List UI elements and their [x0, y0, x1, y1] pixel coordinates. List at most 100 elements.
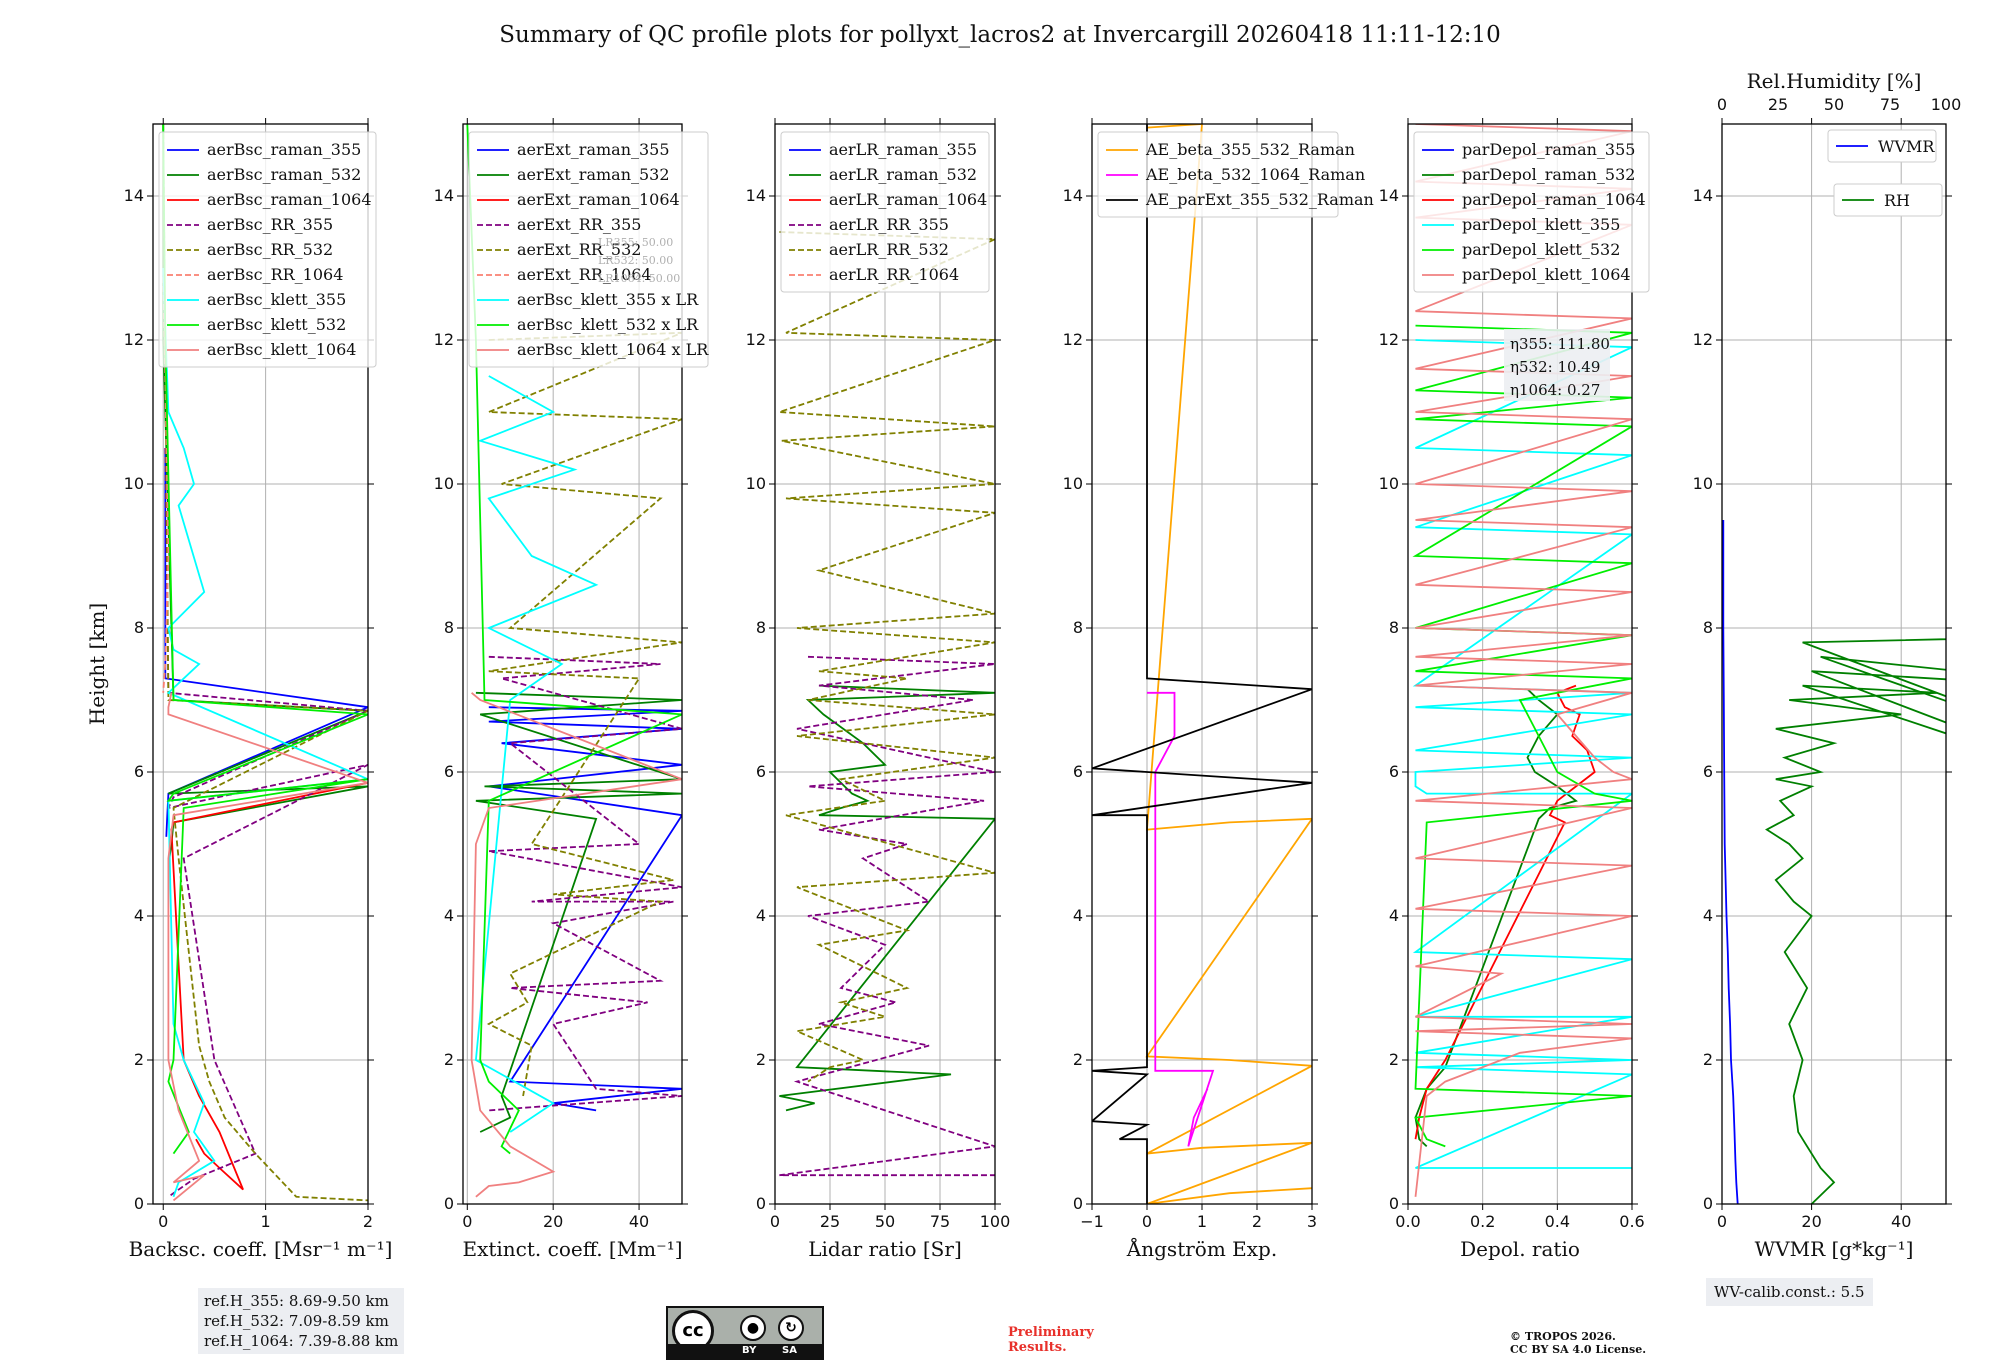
x-tick-label: 75	[930, 1212, 950, 1231]
x-tick-label: 0	[462, 1212, 472, 1231]
y-tick-label: 12	[434, 330, 454, 349]
legend-label: aerBsc_klett_532 x LR	[517, 315, 699, 334]
y-tick-label: 8	[1703, 618, 1713, 637]
series-aerLR_RR_532	[779, 231, 995, 1083]
axes-frame	[1407, 123, 1633, 1205]
legend-label: aerBsc_klett_1064	[207, 340, 356, 359]
legend-box	[158, 131, 377, 368]
x-axis-label: Extinct. coeff. [Mm⁻¹]	[462, 1237, 682, 1261]
y-tick-label: 4	[444, 906, 454, 925]
legend-label: aerExt_RR_1064	[517, 265, 652, 284]
y-tick-label: 12	[746, 330, 766, 349]
legend-label: RH	[1884, 191, 1910, 210]
preliminary-line-2: Results.	[1008, 1340, 1067, 1355]
series-group	[162, 124, 368, 1202]
y-tick-label: 4	[1073, 906, 1083, 925]
legend-label: aerLR_raman_1064	[829, 190, 987, 209]
y-tick-label: 0	[1703, 1194, 1713, 1213]
y-tick-label: 12	[1063, 330, 1083, 349]
license-sa-label: SA	[782, 1345, 797, 1356]
y-tick-label: 6	[444, 762, 454, 781]
series-AE_beta_355_532_Raman	[1145, 124, 1312, 1204]
share-alike-icon: ↻	[778, 1315, 804, 1341]
series-AE_beta_532_1064_Raman	[1147, 691, 1215, 1147]
series-parDepol_raman_1064	[1414, 684, 1596, 1140]
series-group	[466, 124, 682, 1198]
panel-extinction: 0 20 40 0 2 4 6 8 10 12 14 Extinct. coeff. [Mm⁻¹] ae…	[434, 118, 709, 1261]
legend-label: parDepol_klett_355	[1462, 215, 1620, 234]
legend-box	[1827, 129, 1937, 163]
y-tick-label: 4	[1389, 906, 1399, 925]
y-tick-label: 0	[444, 1194, 454, 1213]
series-WVMR	[1722, 520, 1739, 1204]
legend-extinction: aerExt_raman_355 aerExt_raman_532 aerExt_r…	[468, 131, 709, 368]
lr-label-2: LR1064: 50.00	[598, 272, 680, 285]
y-tick-label: 2	[134, 1050, 144, 1069]
ref-height-532: ref.H_532: 7.09-8.59 km	[204, 1312, 389, 1330]
series-aerBsc_RR_532	[162, 124, 368, 1202]
copyright-line-2: CC BY SA 4.0 License.	[1510, 1343, 1647, 1356]
legend-label: parDepol_raman_1064	[1462, 190, 1646, 209]
legend-label: parDepol_klett_532	[1462, 240, 1620, 259]
series-parDepol_klett_355	[1412, 339, 1632, 1169]
x-axis-label: Lidar ratio [Sr]	[808, 1237, 962, 1261]
y-tick-label: 6	[1389, 762, 1399, 781]
x-tick-label: 3	[1307, 1212, 1317, 1231]
y-tick-label: 2	[1389, 1050, 1399, 1069]
x-tick-label: 40	[629, 1212, 649, 1231]
x-tick-label: 40	[1891, 1212, 1911, 1231]
y-tick-label: 14	[746, 186, 766, 205]
legend-entry-RH: RH	[1833, 183, 1943, 217]
legend-label: parDepol_raman_355	[1462, 140, 1635, 159]
axes-frame	[152, 123, 369, 1205]
cc-license-badge[interactable]: cc ● ↻ BY SA	[666, 1306, 824, 1360]
y-tick-label: 8	[1073, 618, 1083, 637]
x-tick-label: −1	[1080, 1212, 1104, 1231]
legend-label: aerBsc_raman_532	[207, 165, 361, 184]
x-axis-label: Ångström Exp.	[1126, 1236, 1277, 1261]
y-tick-label: 0	[1073, 1194, 1083, 1213]
y-tick-label: 10	[1693, 474, 1713, 493]
legend-box	[1833, 183, 1943, 217]
x-tick-label: 0.4	[1545, 1212, 1570, 1231]
x-tick-label: 0	[1142, 1212, 1152, 1231]
preliminary-note: Preliminary Results.	[1008, 1325, 1128, 1355]
series-group	[1412, 124, 1632, 1197]
series-aerBsc_klett_355	[162, 267, 368, 1198]
top-x-tick-label: 75	[1880, 95, 1900, 114]
x-tick-label: 2	[1252, 1212, 1262, 1231]
series-aerExt_raman_355	[488, 706, 682, 1112]
top-x-tick-label: 50	[1824, 95, 1844, 114]
y-tick-label: 8	[134, 618, 144, 637]
legend-label: AE_beta_355_532_Raman	[1145, 140, 1355, 159]
y-tick-label: 10	[746, 474, 766, 493]
by-person-icon: ●	[740, 1315, 766, 1341]
eta-box: η355: 111.80 η532: 10.49 η1064: 0.27	[1504, 329, 1610, 401]
legend-label: aerBsc_RR_532	[207, 240, 333, 259]
preliminary-line-1: Preliminary	[1008, 1325, 1094, 1340]
y-tick-label: 12	[1379, 330, 1399, 349]
x-tick-label: 25	[820, 1212, 840, 1231]
eta-label-1: η532: 10.49	[1510, 358, 1600, 376]
license-by-label: BY	[742, 1345, 757, 1356]
copyright-line-1: © TROPOS 2026.	[1510, 1330, 1616, 1343]
legend-label: aerExt_RR_532	[517, 240, 641, 259]
series-aerExt_raman_532	[475, 691, 682, 1133]
legend-label: aerLR_RR_1064	[829, 265, 959, 284]
eta-label-0: η355: 111.80	[1510, 335, 1610, 353]
series-aerBsc_klett_1064 x LR	[470, 692, 682, 1198]
ref-height-1064: ref.H_1064: 7.39-8.88 km	[204, 1332, 399, 1350]
legend-label: aerBsc_klett_355	[207, 290, 346, 309]
x-tick-label: 1	[1197, 1212, 1207, 1231]
legend-box	[1413, 131, 1650, 293]
series-parDepol_raman_532	[1414, 688, 1578, 1148]
series-aerBsc_raman_1064	[170, 781, 368, 1191]
legend-label: aerLR_raman_355	[829, 140, 977, 159]
y-tick-label: 2	[444, 1050, 454, 1069]
series-aerBsc_klett_532	[162, 124, 368, 1155]
x-axis-label: WVMR [g*kg⁻¹]	[1755, 1237, 1914, 1261]
series-aerLR_raman_532	[779, 684, 995, 1112]
legend-label: aerBsc_RR_1064	[207, 265, 343, 284]
